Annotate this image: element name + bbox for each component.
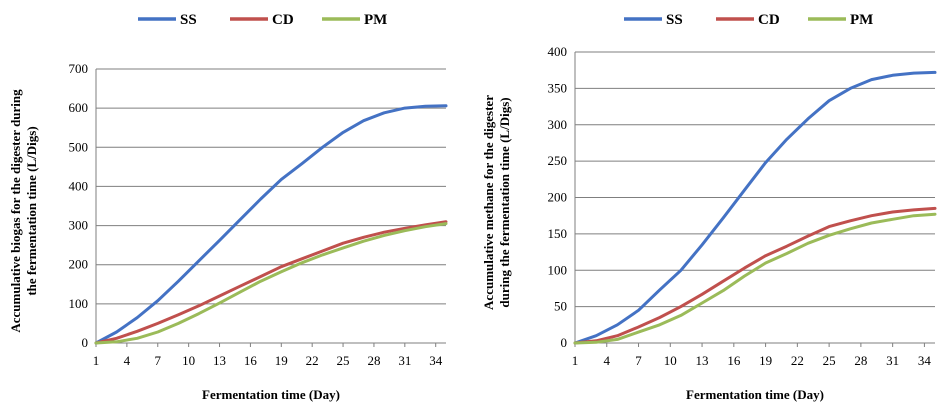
- legend-label-pm: PM: [850, 12, 873, 28]
- x-tick-label: 34: [429, 353, 443, 368]
- y-axis-title-line: Accumulative methane for the digester: [481, 95, 496, 310]
- y-tick-label: 300: [548, 117, 568, 132]
- x-tick-label: 1: [572, 353, 579, 368]
- x-tick-label: 31: [398, 353, 411, 368]
- methane-chart-panel: 0 50 100 150 200 250 300 350 400 1 4 7 10 13 16 19 22 25 2…: [469, 0, 938, 403]
- legend-label-pm: PM: [364, 12, 387, 28]
- biogas-chart: 0 100 200 300 400 500 600 700 1 4 7 10 13 16 19 22 25 28 3…: [8, 12, 448, 402]
- x-tick-label: 28: [854, 353, 867, 368]
- x-tick-label: 22: [306, 353, 319, 368]
- series-line-pm: [573, 212, 937, 345]
- y-tick-label: 150: [548, 226, 568, 241]
- x-tick-label: 19: [275, 353, 288, 368]
- y-tick-label: 50: [554, 299, 567, 314]
- x-tick-label: 19: [759, 353, 772, 368]
- y-axis-title-line: during the fermentation time (L/Digs): [497, 97, 512, 307]
- y-tick-label: 100: [69, 296, 89, 311]
- legend-label-cd: CD: [272, 12, 294, 28]
- x-tick-label: 1: [93, 353, 100, 368]
- series-line-ss: [573, 70, 937, 345]
- y-tick-label: 600: [69, 100, 89, 115]
- x-tick-label: 16: [244, 353, 258, 368]
- x-tick-label: 13: [696, 353, 709, 368]
- x-tick-label: 10: [664, 353, 677, 368]
- y-tick-label: 100: [548, 262, 568, 277]
- y-tick-label: 200: [548, 190, 568, 205]
- y-tick-label: 0: [82, 335, 89, 350]
- x-tick-label: 16: [727, 353, 741, 368]
- x-tick-label: 4: [604, 353, 611, 368]
- y-tick-label: 250: [548, 153, 568, 168]
- x-tick-label: 34: [918, 353, 932, 368]
- y-tick-label: 0: [561, 335, 568, 350]
- x-tick-label: 22: [791, 353, 804, 368]
- y-tick-label: 350: [548, 80, 568, 95]
- x-axis-title: Fermentation time (Day): [202, 387, 340, 402]
- legend-label-ss: SS: [666, 12, 683, 28]
- x-tick-label: 13: [213, 353, 226, 368]
- x-tick-label: 4: [124, 353, 131, 368]
- series-line-cd: [573, 206, 937, 345]
- x-tick-label: 31: [886, 353, 899, 368]
- legend: SS CD PM: [138, 12, 387, 28]
- y-tick-label: 200: [69, 257, 89, 272]
- legend-label-cd: CD: [758, 12, 780, 28]
- legend: SS CD PM: [624, 12, 873, 28]
- series-line-pm: [94, 222, 448, 345]
- x-tick-label: 7: [155, 353, 162, 368]
- y-axis-title-line: Accumulative biogas for the digester dur…: [8, 89, 23, 333]
- x-tick-label: 10: [182, 353, 195, 368]
- y-tick-label: 700: [69, 61, 89, 76]
- y-tick-label: 400: [548, 44, 568, 59]
- y-axis-title-line: the fermentation time (L/Digs): [24, 126, 39, 295]
- x-axis-title: Fermentation time (Day): [686, 387, 824, 402]
- biogas-chart-panel: 0 100 200 300 400 500 600 700 1 4 7 10 13 16 19 22 25 28 3…: [8, 12, 448, 402]
- x-tick-label: 25: [823, 353, 836, 368]
- y-tick-label: 500: [69, 139, 89, 154]
- series-line-cd: [94, 220, 448, 345]
- x-tick-label: 28: [367, 353, 380, 368]
- series-line-ss: [94, 104, 448, 345]
- x-tick-label: 7: [635, 353, 642, 368]
- x-tick-label: 25: [337, 353, 350, 368]
- methane-chart: 0 50 100 150 200 250 300 350 400 1 4 7 10 13 16 19 22 25 2…: [481, 12, 937, 402]
- legend-label-ss: SS: [180, 12, 197, 28]
- y-tick-label: 400: [69, 178, 89, 193]
- y-tick-label: 300: [69, 218, 89, 233]
